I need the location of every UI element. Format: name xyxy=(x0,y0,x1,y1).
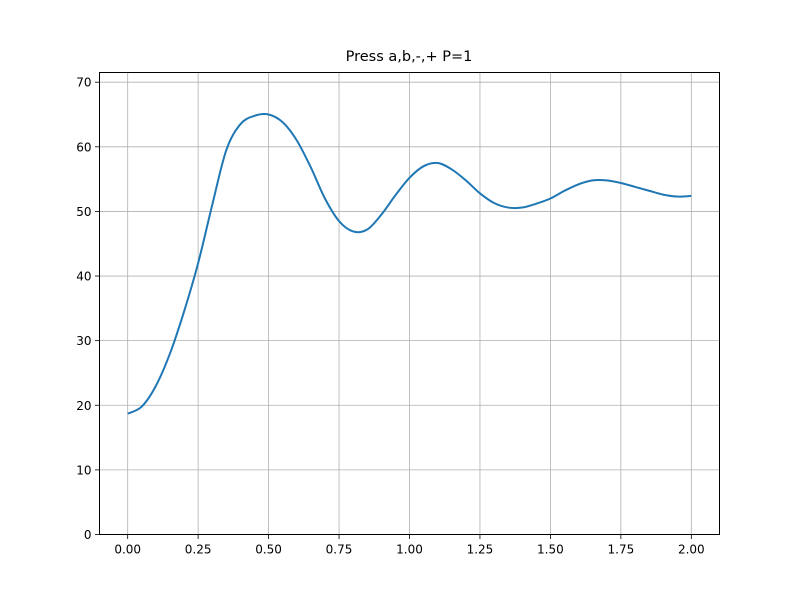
y-tick-label: 50 xyxy=(76,205,91,219)
grid xyxy=(99,72,720,535)
y-tick-label: 20 xyxy=(76,399,91,413)
y-tick-label: 10 xyxy=(76,463,91,477)
x-tick-label: 0.75 xyxy=(326,543,353,557)
x-tick-label: 1.00 xyxy=(396,543,423,557)
series-layer xyxy=(127,113,692,415)
x-axis: 0.00 0.25 0.50 0.75 1.00 1.25 1.50 1.75 2.00 xyxy=(114,534,705,557)
y-tick-label: 0 xyxy=(84,528,92,542)
y-axis: 0 10 20 30 40 50 60 70 xyxy=(76,76,100,542)
series-line-0 xyxy=(127,113,692,415)
x-tick-label: 1.50 xyxy=(537,543,564,557)
x-tick-label: 1.25 xyxy=(467,543,494,557)
x-tick-label: 0.25 xyxy=(185,543,212,557)
y-tick-label: 30 xyxy=(76,334,91,348)
chart-title: Press a,b,-,+ P=1 xyxy=(346,49,473,65)
y-tick-label: 60 xyxy=(76,140,91,154)
y-tick-label: 70 xyxy=(76,76,91,90)
y-tick-label: 40 xyxy=(76,270,91,284)
x-tick-label: 2.00 xyxy=(678,543,705,557)
x-tick-label: 0.00 xyxy=(114,543,141,557)
x-tick-label: 0.50 xyxy=(255,543,282,557)
x-tick-label: 1.75 xyxy=(608,543,635,557)
